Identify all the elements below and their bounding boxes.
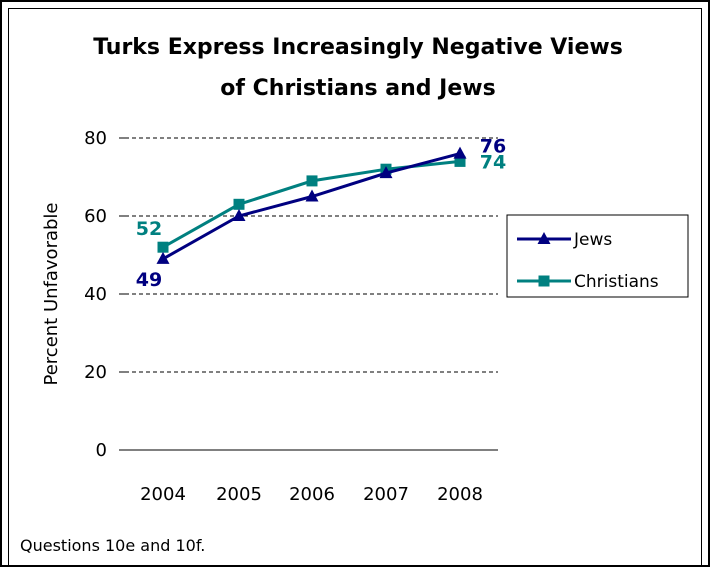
footnote: Questions 10e and 10f.: [20, 536, 206, 555]
y-tick-label: 80: [84, 128, 107, 149]
legend-marker-jews: [537, 232, 551, 244]
data-label-jews: 49: [136, 269, 162, 291]
chart-inner-frame: [8, 8, 702, 567]
x-tick-label: 2007: [363, 484, 409, 505]
data-label-christians: 74: [480, 151, 506, 173]
legend: Jews Christians: [506, 214, 689, 298]
y-tick-label: 20: [84, 362, 107, 383]
data-label-jews: 76: [480, 136, 506, 158]
series-line-jews: [162, 152, 461, 261]
x-tick-label: 2008: [437, 484, 483, 505]
x-tick-label: 2005: [216, 484, 262, 505]
data-point-jews: [305, 189, 319, 202]
data-label-christians: 52: [136, 218, 162, 240]
data-point-christians: [233, 198, 245, 210]
y-axis-label: Percent Unfavorable: [41, 203, 62, 386]
legend-label-christians: Christians: [574, 272, 659, 292]
data-point-christians: [306, 175, 318, 187]
data-point-jews: [379, 166, 393, 179]
data-point-jews: [156, 251, 170, 264]
legend-box: [506, 214, 689, 298]
data-point-jews: [453, 146, 467, 159]
chart-title-line2: of Christians and Jews: [220, 76, 495, 101]
y-tick-label: 0: [96, 440, 107, 461]
x-tick-label: 2006: [289, 484, 335, 505]
legend-label-jews: Jews: [573, 230, 612, 250]
x-tick-label: 2004: [140, 484, 186, 505]
y-tick-label: 60: [84, 206, 107, 227]
legend-marker-christians: [538, 275, 550, 287]
chart-title-line1: Turks Express Increasingly Negative View…: [93, 35, 623, 60]
y-tick-label: 40: [84, 284, 107, 305]
data-point-christians: [157, 241, 169, 253]
data-point-christians: [454, 155, 466, 167]
data-point-jews: [232, 209, 246, 221]
